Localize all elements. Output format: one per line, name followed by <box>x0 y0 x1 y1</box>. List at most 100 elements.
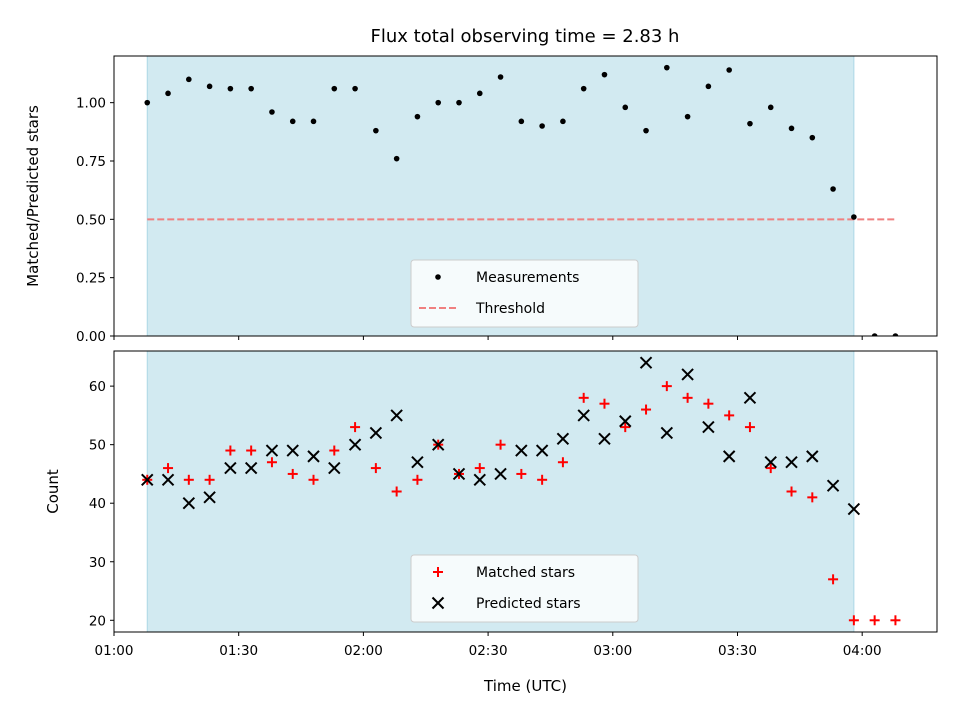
bottom-panel: 20 30 40 50 60 01:00 01:30 02:00 02:30 03:00 03:30… <box>44 350 938 695</box>
predicted-stars-point <box>432 438 445 451</box>
matched-stars-point <box>786 486 797 497</box>
measurement-point <box>227 85 234 92</box>
matched-stars-point <box>495 439 506 450</box>
measurement-point <box>289 118 296 125</box>
legend: Matched stars Predicted stars <box>410 554 639 623</box>
measurement-point <box>310 118 317 125</box>
matched-stars-point <box>537 474 548 485</box>
measurement-point <box>747 120 753 127</box>
predicted-stars-point <box>598 432 611 446</box>
y-tick-label: 50 <box>89 438 106 454</box>
measurement-point <box>518 118 525 125</box>
measurement-point <box>539 123 545 129</box>
matched-stars-point <box>204 474 215 485</box>
matched-stars-point <box>183 474 194 485</box>
predicted-stars-point <box>681 368 694 381</box>
matched-stars-point <box>620 422 631 433</box>
y-tick-label: 40 <box>89 496 106 512</box>
y-axis-label: Count <box>44 469 62 514</box>
matched-stars-point <box>350 422 361 433</box>
measurement-point <box>705 83 712 90</box>
predicted-stars-point <box>577 409 590 422</box>
y-tick-label: 1.00 <box>76 96 106 112</box>
matched-stars-point <box>807 492 818 503</box>
measurement-point <box>352 85 358 92</box>
predicted-stars-point <box>639 356 653 369</box>
matched-stars-point <box>724 410 735 421</box>
predicted-stars-point <box>535 444 549 457</box>
measurement-point <box>186 76 192 83</box>
predicted-stars-point <box>847 502 861 516</box>
predicted-stars-point <box>556 432 570 446</box>
legend-label: Predicted stars <box>476 596 581 612</box>
predicted-stars-point <box>307 450 320 463</box>
measurement-point <box>622 104 629 111</box>
predicted-stars-point <box>473 473 486 486</box>
y-tick-label: 20 <box>89 613 106 629</box>
measurement-point <box>373 127 379 134</box>
matched-stars-point <box>682 392 693 403</box>
matched-stars-point <box>869 615 880 626</box>
measurement-point <box>851 214 857 220</box>
axes-frame <box>113 55 938 337</box>
x-axis-label: Time (UTC) <box>483 677 567 695</box>
matched-stars-point <box>329 445 340 456</box>
measurement-point <box>788 125 795 132</box>
measurement-point <box>601 71 608 78</box>
measurement-point <box>830 186 836 192</box>
matched-stars-point <box>828 574 839 585</box>
measurement-point <box>643 127 649 134</box>
measurement-point <box>414 113 421 120</box>
x-tick-label: 01:30 <box>219 643 258 659</box>
measurement-point <box>726 67 732 73</box>
chart-title: Flux total observing time = 2.83 h <box>371 26 680 47</box>
predicted-stars-point <box>411 456 424 469</box>
legend: Measurements Threshold <box>410 259 639 328</box>
measurement-point <box>497 74 504 80</box>
matched-stars-point <box>391 486 402 497</box>
matched-stars-point <box>246 445 257 456</box>
legend-label: Matched stars <box>476 565 575 581</box>
legend-label: Threshold <box>475 301 545 317</box>
matched-stars-point <box>765 463 776 474</box>
measurement-point <box>809 134 816 141</box>
measurement-point <box>248 85 254 92</box>
legend-label: Measurements <box>476 270 579 286</box>
measurement-point <box>331 85 338 92</box>
measurement-point <box>560 118 566 125</box>
top-panel: 0.00 0.25 0.50 0.75 1.00 Matched/Predicted st… <box>24 55 938 345</box>
matched-stars-point <box>370 463 381 474</box>
measurement-point <box>456 99 462 106</box>
predicted-stars-point <box>369 426 383 440</box>
matched-stars-point <box>744 422 755 433</box>
measurement-point <box>435 99 442 106</box>
predicted-stars-point <box>660 426 674 440</box>
y-tick-label: 0.75 <box>76 154 106 170</box>
x-tick-label: 02:30 <box>469 643 508 659</box>
measurement-point <box>269 109 275 115</box>
predicted-stars-point <box>390 409 403 422</box>
predicted-stars-point <box>806 450 819 463</box>
matched-stars-point <box>163 463 174 474</box>
measurement-point <box>684 113 691 120</box>
y-tick-label: 60 <box>89 379 106 395</box>
predicted-stars-point <box>286 444 299 457</box>
legend-box <box>410 259 639 328</box>
measurement-point <box>393 155 400 162</box>
measurement-point <box>206 83 213 90</box>
matched-stars-point <box>890 615 901 626</box>
predicted-stars-point <box>141 473 154 486</box>
y-tick-label: 0.50 <box>76 212 106 228</box>
predicted-stars-point <box>494 467 507 481</box>
legend-item: Measurements <box>435 270 579 286</box>
measurement-point <box>476 90 483 97</box>
matched-stars-point <box>308 474 319 485</box>
y-tick-label: 0.25 <box>76 271 106 287</box>
predicted-stars-point <box>224 461 237 475</box>
matched-stars-point <box>641 404 652 415</box>
measurement-point <box>165 90 171 97</box>
legend-box <box>410 554 639 623</box>
predicted-stars-point <box>161 473 175 486</box>
x-tick-label: 04:00 <box>843 643 882 659</box>
axes-frame <box>113 350 938 633</box>
